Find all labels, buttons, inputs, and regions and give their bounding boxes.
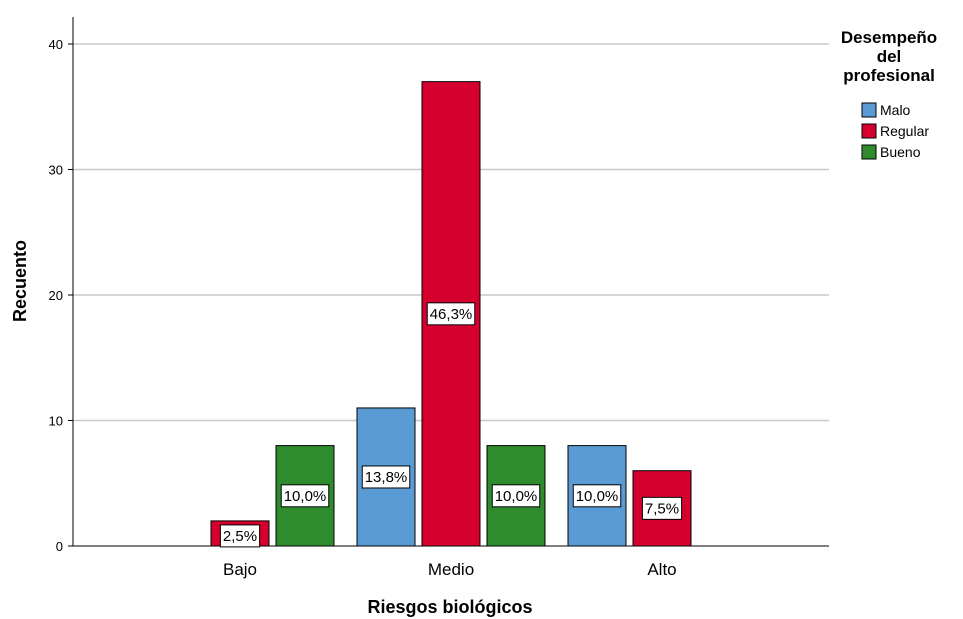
data-label-box <box>219 524 261 548</box>
legend-items: Malo Regular Bueno <box>861 102 929 160</box>
legend-title-line-1: Desempeño <box>841 28 937 47</box>
legend-label: Malo <box>880 102 911 118</box>
y-tick-label: 10 <box>49 414 63 429</box>
legend: Desempeño del profesional Malo Regular Bue… <box>841 28 937 160</box>
y-tick-label: 20 <box>49 288 63 303</box>
data-label: 10,0% <box>576 488 619 505</box>
x-axis-title: Riesgos biológicos <box>367 597 532 617</box>
data-label-box <box>280 484 330 508</box>
x-category-label: Medio <box>428 560 474 579</box>
data-labels: 2,5% 10,0% 13,8% 46,3% 10,0% 10,0% 7,5% <box>219 302 683 548</box>
data-label: 2,5% <box>223 528 257 545</box>
y-tick-label: 30 <box>49 163 63 178</box>
y-axis-title: Recuento <box>10 240 30 322</box>
axes <box>72 17 829 547</box>
data-label: 10,0% <box>495 488 538 505</box>
legend-label: Regular <box>880 123 929 139</box>
legend-swatch <box>861 123 877 139</box>
legend-label: Bueno <box>880 144 921 160</box>
legend-title-line-2: del <box>877 47 902 66</box>
y-tick-label: 0 <box>56 539 63 554</box>
data-label: 46,3% <box>430 306 473 323</box>
legend-swatch <box>861 102 877 118</box>
x-category-label: Bajo <box>223 560 257 579</box>
y-tick-label: 40 <box>49 37 63 52</box>
data-label-box <box>361 465 411 489</box>
data-label: 10,0% <box>284 488 327 505</box>
y-tick-labels: 0 10 20 30 40 <box>49 37 63 554</box>
x-category-label: Alto <box>647 560 676 579</box>
data-label-box <box>426 302 476 326</box>
x-category-labels: Bajo Medio Alto <box>223 560 677 579</box>
legend-title-line-3: profesional <box>843 66 935 85</box>
legend-swatch <box>861 144 877 160</box>
data-label: 7,5% <box>645 500 679 517</box>
data-label-box <box>572 484 622 508</box>
data-label-box <box>491 484 541 508</box>
data-label: 13,8% <box>365 469 408 486</box>
data-label-box <box>641 496 683 520</box>
